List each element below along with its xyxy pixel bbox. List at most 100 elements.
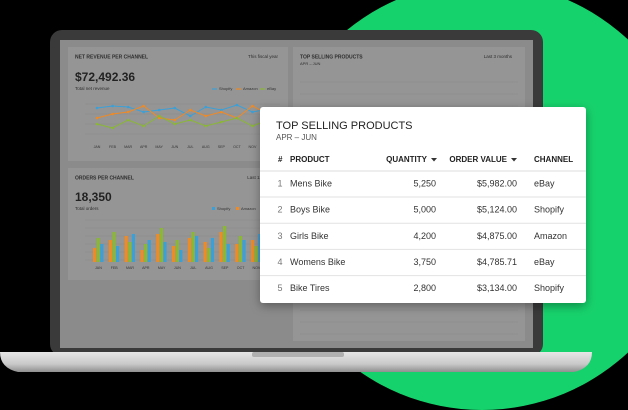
x-tick-label: JUL bbox=[187, 145, 193, 149]
table-cell: $5,124.00 bbox=[477, 205, 517, 215]
decorative-dot bbox=[251, 124, 254, 128]
decorative-dot bbox=[188, 108, 192, 112]
decorative-dot bbox=[111, 126, 114, 130]
decorative-dot bbox=[220, 108, 223, 112]
decorative-dot bbox=[142, 124, 145, 128]
x-tick-label: NOV bbox=[249, 145, 257, 149]
decorative-dot bbox=[204, 105, 208, 109]
decorative-bar bbox=[156, 234, 160, 262]
panel-title: TOP SELLING PRODUCTS bbox=[300, 54, 363, 60]
decorative-bar bbox=[219, 232, 223, 262]
decorative-dot bbox=[95, 106, 99, 110]
table-cell: $5,982.00 bbox=[477, 178, 517, 188]
decorative-bar bbox=[144, 244, 148, 262]
table-cell: 5 bbox=[277, 283, 282, 293]
decorative-bar bbox=[191, 232, 195, 262]
decorative-dot bbox=[251, 104, 254, 108]
decorative-bar bbox=[172, 246, 176, 262]
panel-caption: Total net revenue bbox=[75, 86, 110, 91]
table-cell: 2,800 bbox=[413, 283, 436, 293]
legend-swatch bbox=[236, 207, 239, 210]
decorative-dot bbox=[188, 118, 192, 122]
decorative-dot bbox=[111, 104, 114, 108]
x-tick-label: OCT bbox=[233, 145, 241, 149]
table-cell: eBay bbox=[534, 257, 555, 267]
table-cell: $3,134.00 bbox=[477, 283, 517, 293]
decorative-dot bbox=[173, 118, 177, 122]
decorative-bar bbox=[238, 236, 242, 262]
x-tick-label: MAR bbox=[124, 145, 132, 149]
x-tick-label: JUN bbox=[174, 266, 181, 270]
decorative-line bbox=[96, 104, 269, 117]
decorative-dot bbox=[126, 118, 130, 122]
laptop-base bbox=[0, 352, 592, 372]
x-tick-label: MAY bbox=[158, 266, 166, 270]
panel-subtitle: APR – JUN bbox=[300, 61, 321, 66]
popup-title: TOP SELLING PRODUCTS bbox=[276, 120, 413, 132]
column-header[interactable]: QUANTITY bbox=[386, 155, 428, 164]
decorative-bar bbox=[251, 240, 255, 262]
table-cell: 1 bbox=[277, 178, 282, 188]
panel-caption: Total orders bbox=[75, 206, 99, 211]
decorative-bar bbox=[96, 238, 100, 262]
table-cell: Amazon bbox=[534, 231, 567, 241]
table-cell: $4,875.00 bbox=[477, 231, 517, 241]
decorative-dot bbox=[235, 116, 239, 120]
x-tick-label: APR bbox=[142, 266, 150, 270]
decorative-bar bbox=[100, 244, 104, 262]
sort-arrow[interactable] bbox=[431, 158, 437, 162]
legend-label: Shopify bbox=[219, 86, 232, 91]
table-cell: Womens Bike bbox=[290, 257, 345, 267]
column-header: PRODUCT bbox=[290, 155, 330, 164]
table-cell: 2 bbox=[277, 205, 282, 215]
table-cell: Shopify bbox=[534, 283, 565, 293]
decorative-bar bbox=[112, 232, 116, 262]
panel-period[interactable]: This fiscal year bbox=[248, 54, 279, 59]
decorative-bar bbox=[187, 238, 191, 262]
decorative-dot bbox=[95, 122, 99, 126]
x-tick-label: AUG bbox=[202, 145, 210, 149]
x-tick-label: FEB bbox=[111, 266, 119, 270]
decorative-bar bbox=[131, 234, 135, 262]
legend-label: Amazon bbox=[241, 206, 256, 211]
decorative-bar bbox=[226, 244, 230, 262]
decorative-bar bbox=[163, 242, 167, 262]
popup-background bbox=[260, 107, 586, 303]
decorative-bar bbox=[124, 236, 128, 262]
decorative-dot bbox=[95, 116, 99, 120]
sort-arrow[interactable] bbox=[511, 158, 517, 162]
decorative-bar bbox=[140, 250, 144, 262]
table-cell: eBay bbox=[534, 178, 555, 188]
decorative-dot bbox=[157, 114, 161, 118]
decorative-dot bbox=[204, 124, 208, 128]
decorative-line bbox=[96, 105, 269, 121]
table-cell: Shopify bbox=[534, 205, 565, 215]
column-header[interactable]: ORDER VALUE bbox=[449, 155, 507, 164]
decorative-dot bbox=[188, 114, 192, 118]
x-tick-label: MAY bbox=[155, 145, 163, 149]
decorative-dot bbox=[142, 110, 145, 114]
decorative-dot bbox=[111, 112, 114, 116]
x-tick-label: JUL bbox=[190, 266, 196, 270]
panel-amount: 18,350 bbox=[75, 190, 112, 204]
decorative-dot bbox=[157, 116, 161, 120]
decorative-bar bbox=[242, 240, 246, 262]
decorative-bar bbox=[179, 250, 183, 262]
decorative-bar bbox=[210, 238, 214, 262]
table-cell: 4,200 bbox=[413, 231, 436, 241]
decorative-dot bbox=[251, 110, 254, 114]
panel-period[interactable]: Last 3 months bbox=[484, 54, 513, 59]
decorative-bar bbox=[108, 240, 112, 262]
x-tick-label: SEP bbox=[218, 145, 226, 149]
x-tick-label: SEP bbox=[221, 266, 229, 270]
table-cell: 3 bbox=[277, 231, 282, 241]
column-header: CHANNEL bbox=[534, 155, 573, 164]
table-cell: $4,785.71 bbox=[477, 257, 517, 267]
decorative-bar bbox=[223, 226, 227, 262]
decorative-dot bbox=[220, 120, 223, 124]
decorative-dot bbox=[142, 104, 145, 108]
table-cell: Mens Bike bbox=[290, 178, 332, 188]
decorative-bar bbox=[93, 248, 97, 262]
table-cell: Bike Tires bbox=[290, 283, 330, 293]
